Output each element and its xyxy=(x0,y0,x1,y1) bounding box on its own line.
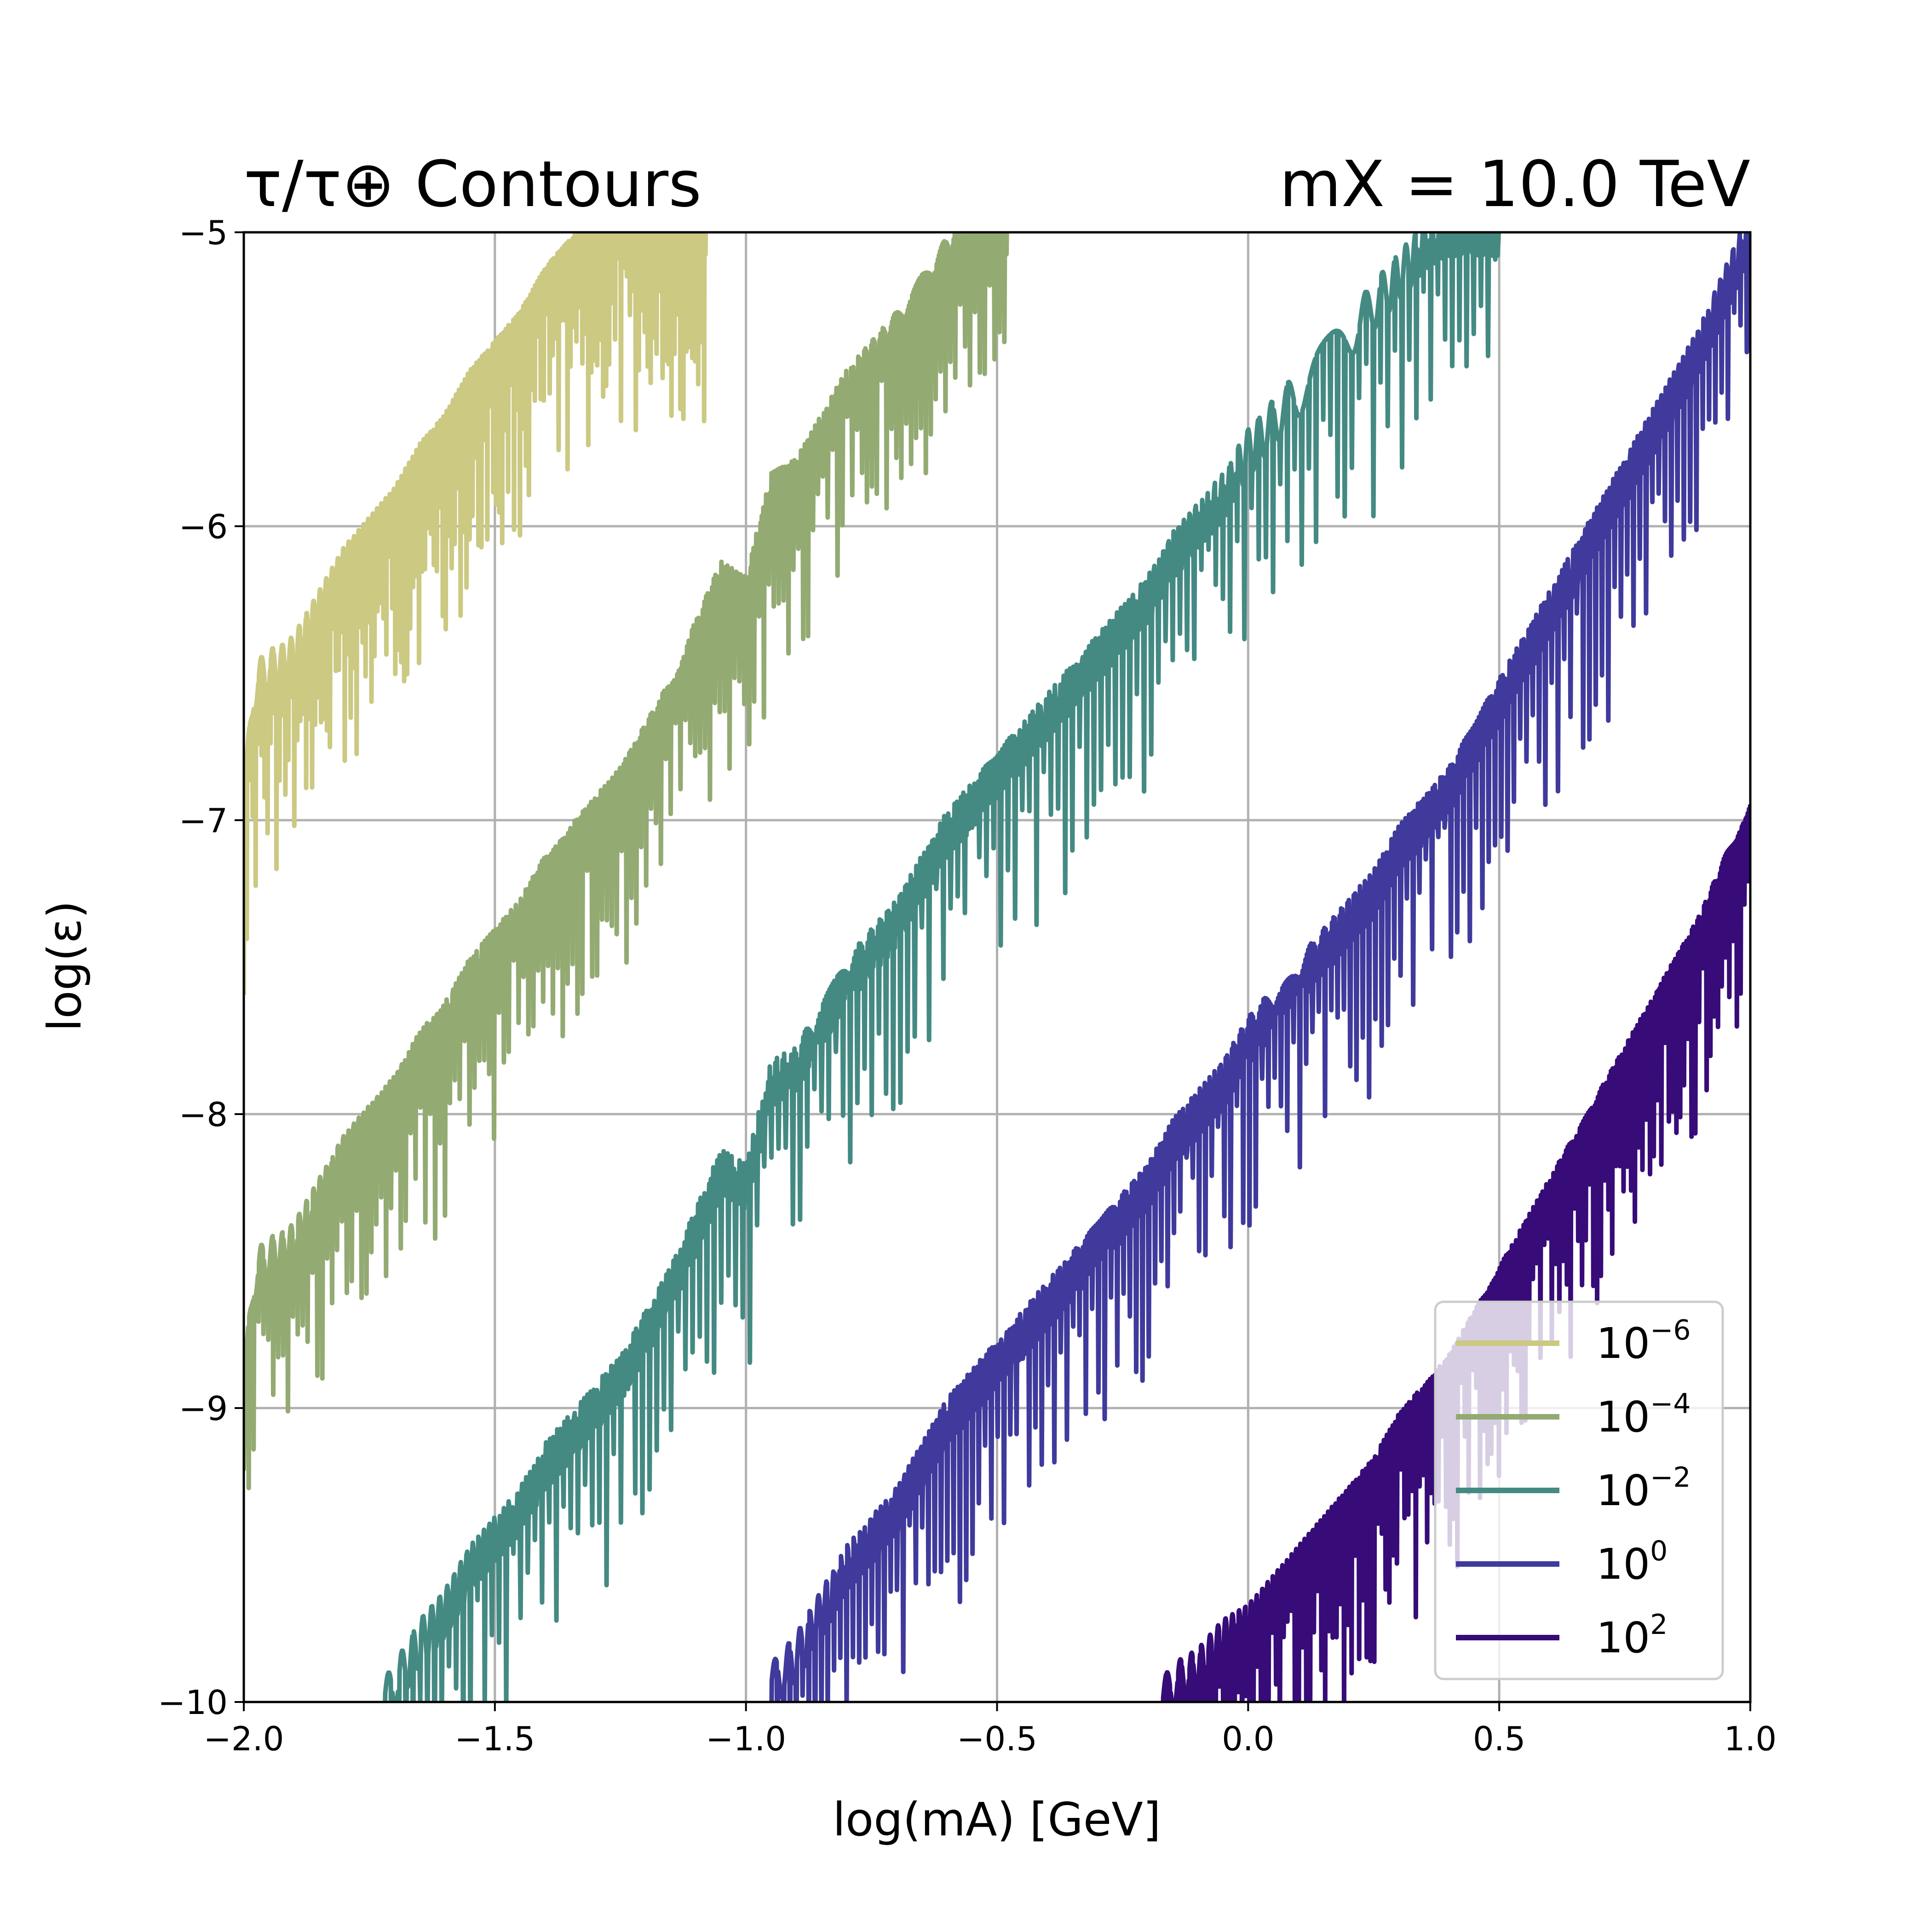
x-axis-label: log(mA) [GeV] xyxy=(833,1793,1161,1846)
legend-label: 100 xyxy=(1596,1535,1668,1589)
chart-title-right: mX = 10.0 TeV xyxy=(1279,147,1750,221)
x-tick-label: 1.0 xyxy=(1724,1719,1777,1758)
contour-series-line xyxy=(244,232,708,995)
y-tick-label: −8 xyxy=(179,1095,228,1134)
y-axis-ticks: −10 −9 −8 −7 −6 −5 xyxy=(158,213,244,1722)
y-tick-label: −7 xyxy=(179,801,228,840)
x-tick-label: −2.0 xyxy=(204,1719,284,1758)
contour-series-line xyxy=(769,232,1750,1702)
x-tick-label: −1.5 xyxy=(454,1719,535,1758)
x-tick-label: −0.5 xyxy=(957,1719,1037,1758)
y-tick-label: −6 xyxy=(179,507,228,546)
chart-title-left: τ/τ⊕ Contours xyxy=(244,147,702,221)
legend-frame xyxy=(1434,1300,1724,1680)
x-tick-label: −1.0 xyxy=(706,1719,786,1758)
legend-label: 10−4 xyxy=(1596,1388,1691,1442)
x-tick-label: 0.0 xyxy=(1222,1719,1275,1758)
legend-label: 10−6 xyxy=(1596,1314,1691,1368)
legend-label: 10−2 xyxy=(1596,1461,1691,1515)
y-tick-label: −9 xyxy=(179,1389,228,1428)
contour-series-line xyxy=(244,232,1009,1490)
legend: 10−6 10−4 10−2 100 102 xyxy=(1434,1300,1724,1680)
x-axis-ticks: −2.0 −1.5 −1.0 −0.5 0.0 0.5 1.0 xyxy=(204,1702,1777,1758)
y-tick-label: −5 xyxy=(179,213,228,252)
y-axis-label: log(ε) xyxy=(38,901,92,1032)
y-tick-label: −10 xyxy=(158,1683,228,1722)
x-tick-label: 0.5 xyxy=(1473,1719,1526,1758)
legend-label: 102 xyxy=(1596,1609,1668,1662)
contour-series-line xyxy=(383,232,1501,1702)
